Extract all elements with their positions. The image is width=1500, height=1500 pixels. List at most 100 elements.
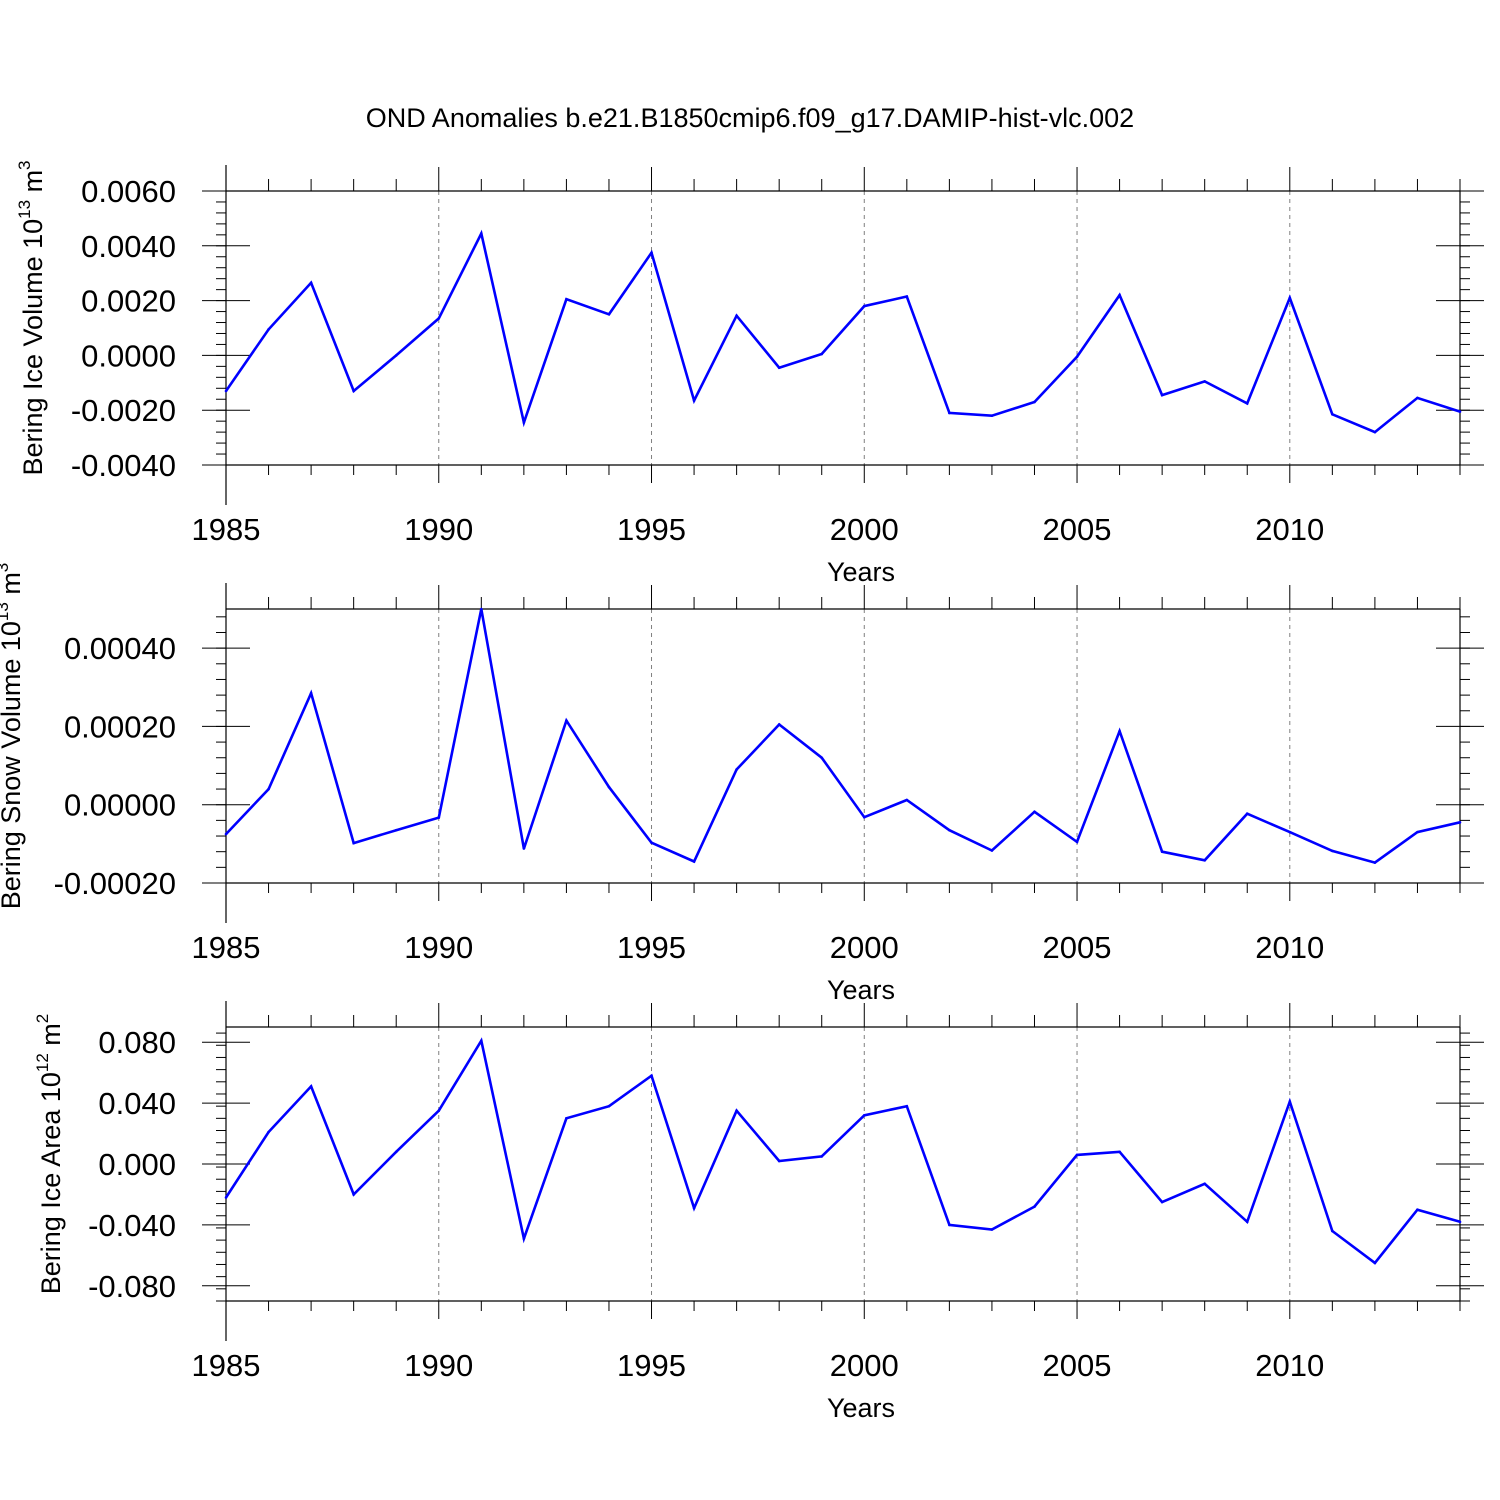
data-point-1985 [224, 1196, 228, 1199]
x-tick-label-1985: 1985 [192, 1348, 261, 1383]
data-point-2011 [1331, 849, 1334, 853]
x-tick-label-1990: 1990 [404, 930, 473, 965]
x-tick-label-1995: 1995 [617, 1348, 686, 1383]
data-point-1992 [522, 421, 526, 424]
x-axis-label: Years [827, 975, 895, 1005]
data-point-2009 [1245, 1220, 1249, 1224]
y-tick-label-0: -0.00020 [54, 866, 176, 901]
x-tick-label-2005: 2005 [1043, 930, 1112, 965]
y-tick-label-1: -0.040 [88, 1208, 176, 1243]
figure-title: OND Anomalies b.e21.B1850cmip6.f09_g17.D… [366, 103, 1134, 133]
x-tick-label-2010: 2010 [1255, 512, 1324, 547]
data-point-1992 [522, 847, 526, 850]
data-point-1993 [565, 297, 568, 301]
x-tick-label-1995: 1995 [617, 930, 686, 965]
data-point-2014 [1458, 1220, 1462, 1224]
data-point-1987 [309, 691, 313, 695]
y-tick-label-1: 0.00000 [64, 788, 176, 823]
panel-1: 1985 1990 1995 2000 2005 2010 -0.0040 -0.0020 0.… [15, 160, 1484, 587]
data-point-2005 [1075, 1153, 1079, 1157]
data-point-1988 [352, 1193, 355, 1196]
data-point-2004 [1033, 400, 1036, 404]
y-tick-label-2: 0.00020 [64, 709, 176, 744]
data-point-2003 [990, 414, 994, 417]
data-point-2003 [990, 1228, 994, 1231]
data-point-1996 [692, 860, 696, 863]
x-axis-label: Years [827, 557, 895, 587]
data-point-2010 [1288, 296, 1292, 300]
x-axis-label: Years [827, 1393, 895, 1423]
data-point-1998 [777, 366, 781, 370]
data-point-2000 [862, 1113, 866, 1117]
data-point-2012 [1373, 861, 1377, 864]
data-point-1986 [267, 328, 270, 331]
data-point-2007 [1160, 393, 1164, 397]
data-point-1995 [650, 1074, 653, 1078]
y-axis-label: Bering Ice Volume 1013 m3 [15, 160, 48, 475]
data-point-2001 [905, 295, 909, 298]
data-point-1997 [735, 768, 738, 771]
data-point-1991 [480, 607, 483, 611]
data-point-1988 [352, 841, 355, 845]
data-point-2000 [862, 815, 866, 819]
data-point-2002 [948, 828, 951, 832]
data-point-2008 [1203, 858, 1206, 862]
data-point-2013 [1416, 396, 1419, 400]
y-tick-label-2: 0.0000 [81, 338, 176, 373]
data-point-1985 [224, 832, 228, 836]
series-line [224, 229, 1461, 434]
data-point-2002 [948, 1223, 951, 1227]
y-axis-label: Bering Snow Volume 1013 m3 [0, 563, 26, 910]
data-point-2010 [1288, 830, 1292, 834]
data-point-1990 [437, 816, 441, 819]
data-point-2014 [1458, 821, 1462, 824]
data-point-1997 [735, 1109, 738, 1113]
data-point-2007 [1160, 850, 1164, 853]
x-tick-label-1985: 1985 [192, 930, 261, 965]
data-point-2006 [1118, 729, 1121, 733]
data-point-1987 [309, 1085, 313, 1088]
data-point-1995 [650, 841, 653, 844]
y-tick-label-0: -0.080 [88, 1269, 176, 1304]
data-point-1991 [480, 1039, 483, 1042]
data-point-1989 [394, 354, 398, 357]
series-line [224, 1037, 1461, 1265]
data-point-1997 [735, 314, 738, 317]
data-point-2001 [905, 798, 909, 802]
data-point-2008 [1203, 380, 1206, 383]
y-tick-label-2: 0.000 [98, 1147, 176, 1182]
data-point-1989 [394, 828, 398, 832]
data-point-1998 [777, 1159, 781, 1163]
x-tick-label-2005: 2005 [1043, 512, 1112, 547]
data-point-1994 [607, 313, 611, 316]
data-point-1990 [437, 317, 441, 320]
x-tick-label-2010: 2010 [1255, 1348, 1324, 1383]
data-point-1993 [565, 1117, 568, 1120]
data-point-2013 [1416, 830, 1419, 834]
data-point-1995 [650, 251, 653, 254]
data-point-2002 [948, 411, 951, 415]
x-tick-label-2010: 2010 [1255, 930, 1324, 965]
data-point-2011 [1331, 413, 1334, 416]
data-point-1994 [607, 1104, 611, 1108]
data-point-2007 [1160, 1200, 1164, 1204]
y-tick-label-3: 0.040 [98, 1086, 176, 1121]
data-point-2008 [1203, 1182, 1206, 1186]
data-point-2006 [1118, 293, 1121, 297]
data-point-1992 [522, 1237, 526, 1240]
y-axis-label: Bering Ice Area 1012 m2 [33, 1014, 66, 1295]
data-point-1988 [352, 389, 355, 393]
data-point-2011 [1331, 1229, 1334, 1233]
y-tick-label-4: 0.0040 [81, 229, 176, 264]
data-point-2009 [1245, 402, 1249, 405]
data-point-1999 [820, 1155, 824, 1158]
data-point-2012 [1373, 430, 1377, 434]
data-point-2003 [990, 849, 994, 852]
x-tick-label-2005: 2005 [1043, 1348, 1112, 1383]
data-point-1994 [607, 785, 611, 789]
data-point-1986 [267, 1130, 270, 1134]
data-point-2014 [1458, 410, 1462, 413]
y-tick-label-4: 0.080 [98, 1025, 176, 1060]
data-point-2005 [1075, 355, 1079, 359]
